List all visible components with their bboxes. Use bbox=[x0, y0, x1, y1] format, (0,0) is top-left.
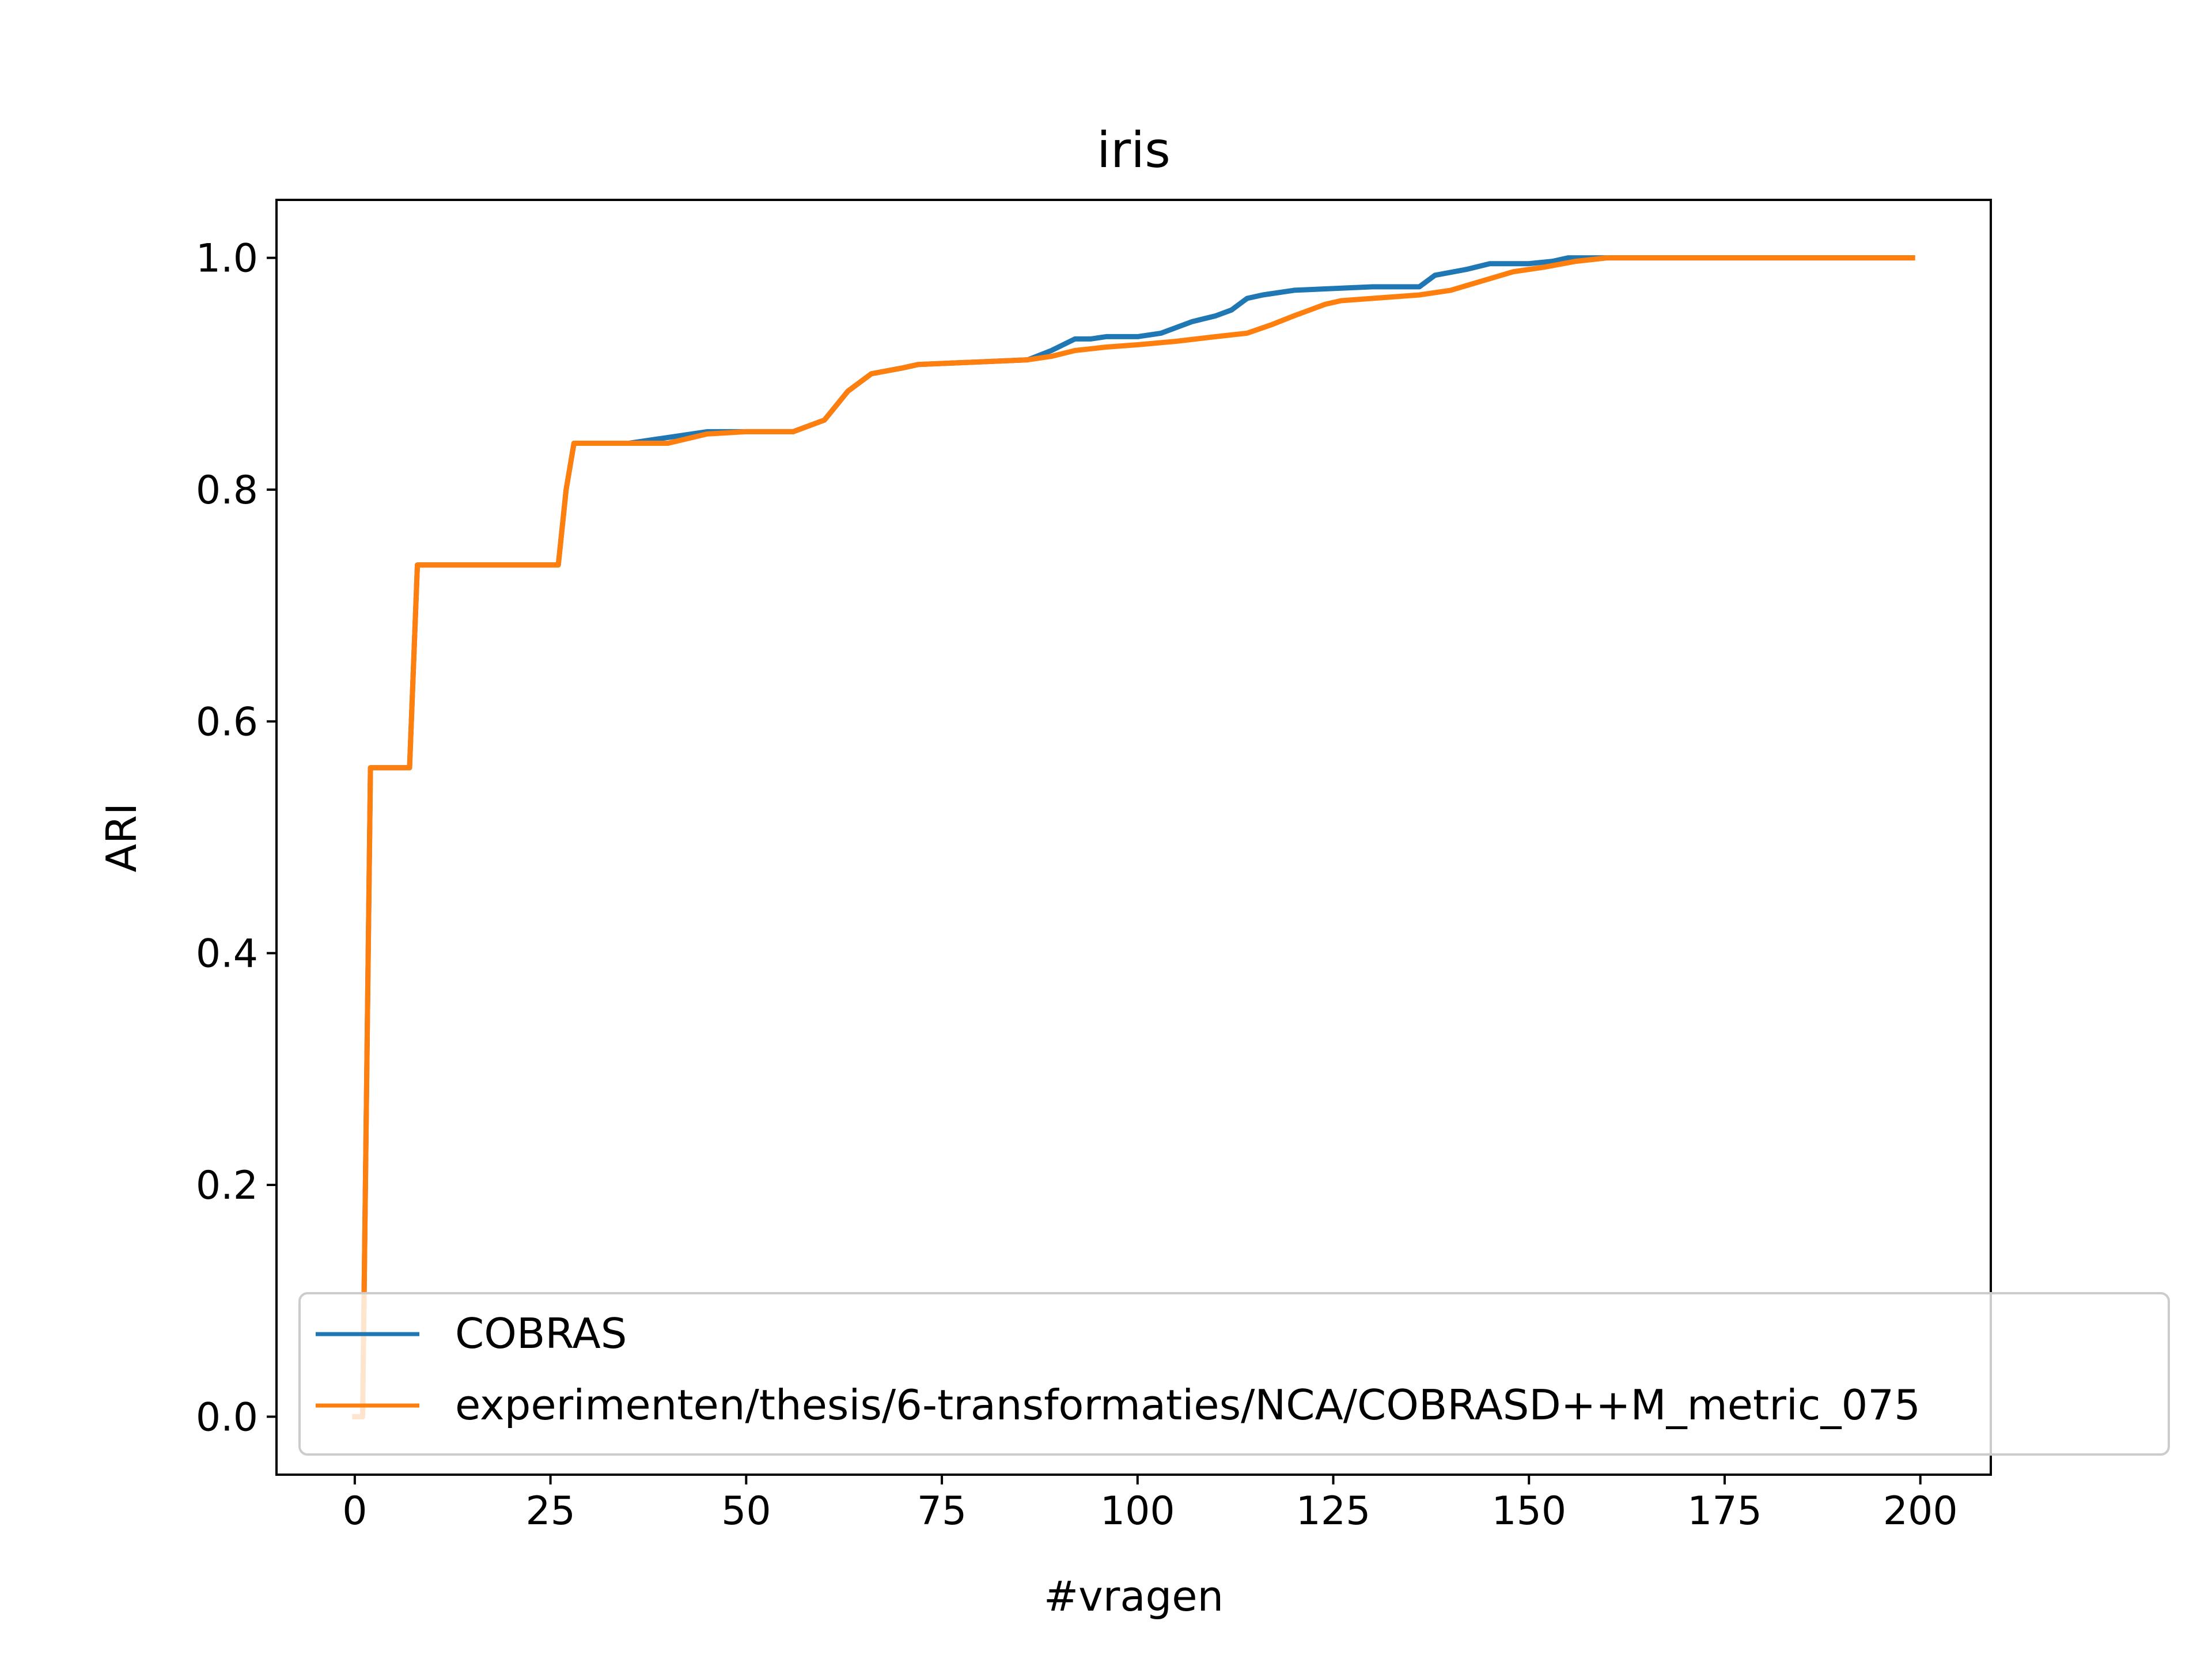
x-axis: 0 25 50 75 100 125 150 175 200 bbox=[342, 1475, 1958, 1534]
legend: COBRAS experimenten/thesis/6-transformat… bbox=[298, 1292, 2170, 1456]
y-axis-label: ARI bbox=[97, 803, 146, 873]
y-tick-label: 1.0 bbox=[196, 236, 258, 282]
x-tick-label: 0 bbox=[342, 1488, 367, 1534]
plot-frame bbox=[275, 199, 1992, 1476]
y-axis: 0.0 0.2 0.4 0.6 0.8 1.0 bbox=[196, 236, 276, 1440]
x-axis-label: #vragen bbox=[1044, 1572, 1224, 1620]
series-line-1 bbox=[352, 255, 1915, 1419]
x-tick-label: 100 bbox=[1100, 1488, 1175, 1534]
y-tick-label: 0.0 bbox=[196, 1395, 258, 1440]
series-layer bbox=[352, 255, 1915, 1419]
y-tick-label: 0.6 bbox=[196, 699, 258, 745]
chart-title: iris bbox=[1097, 122, 1171, 179]
legend-label-cobras: COBRAS bbox=[455, 1309, 627, 1358]
y-tick-label: 0.2 bbox=[196, 1163, 258, 1209]
x-tick-label: 75 bbox=[917, 1488, 967, 1534]
y-tick-label: 0.4 bbox=[196, 931, 258, 977]
x-tick-label: 200 bbox=[1883, 1488, 1958, 1534]
y-tick-label: 0.8 bbox=[196, 468, 258, 513]
legend-box bbox=[298, 1292, 2170, 1456]
x-tick-label: 50 bbox=[721, 1488, 771, 1534]
x-tick-label: 125 bbox=[1296, 1488, 1371, 1534]
legend-label-cobrasd: experimenten/thesis/6-transformaties/NCA… bbox=[455, 1381, 1921, 1429]
x-tick-label: 175 bbox=[1687, 1488, 1762, 1534]
x-tick-label: 150 bbox=[1491, 1488, 1566, 1534]
x-tick-label: 25 bbox=[525, 1488, 575, 1534]
